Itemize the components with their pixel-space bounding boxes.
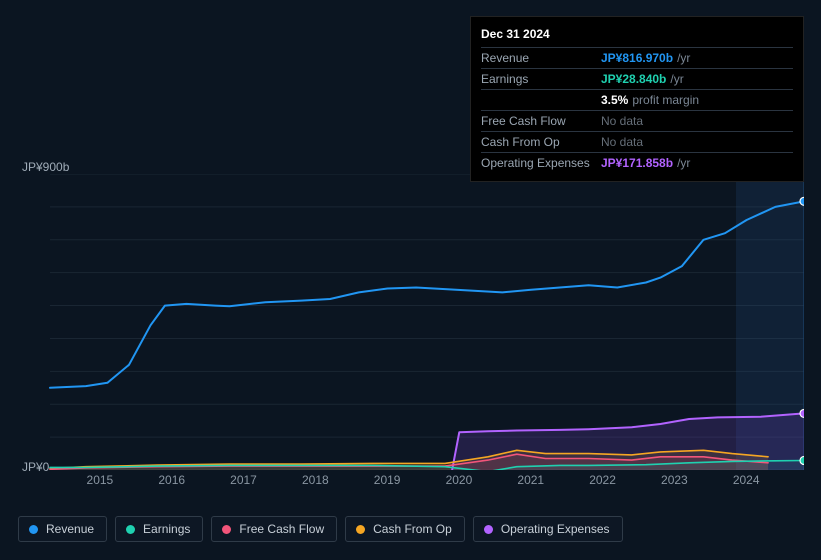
xaxis: 2015 2016 2017 2018 2019 2020 2021 2022 2023 2024 (50, 473, 806, 493)
legend-label: Cash From Op (373, 522, 452, 536)
legend-label: Free Cash Flow (239, 522, 324, 536)
xaxis-tick: 2015 (87, 473, 114, 487)
legend-swatch (356, 525, 365, 534)
tooltip-row-label (481, 90, 601, 111)
xaxis-tick: 2022 (589, 473, 616, 487)
tooltip-row-label: Cash From Op (481, 132, 601, 153)
legend-swatch (29, 525, 38, 534)
xaxis-tick: 2021 (517, 473, 544, 487)
tooltip-row-label: Operating Expenses (481, 153, 601, 174)
legend-item-opex[interactable]: Operating Expenses (473, 516, 623, 542)
legend-label: Revenue (46, 522, 94, 536)
yaxis-label-top: JP¥900b (22, 160, 69, 174)
tooltip-row-label: Free Cash Flow (481, 111, 601, 132)
xaxis-tick: 2017 (230, 473, 257, 487)
chart-tooltip: Dec 31 2024 RevenueJP¥816.970b/yrEarning… (470, 16, 804, 182)
xaxis-tick: 2020 (446, 473, 473, 487)
tooltip-row-value: JP¥28.840b/yr (601, 69, 793, 90)
tooltip-row-label: Earnings (481, 69, 601, 90)
legend-label: Operating Expenses (501, 522, 610, 536)
tooltip-row-label: Revenue (481, 48, 601, 69)
legend-item-earnings[interactable]: Earnings (115, 516, 203, 542)
xaxis-tick: 2023 (661, 473, 688, 487)
tooltip-row-value: No data (601, 132, 793, 153)
line-chart-svg (18, 174, 804, 470)
xaxis-tick: 2024 (733, 473, 760, 487)
tooltip-row-value: 3.5%profit margin (601, 90, 793, 111)
chart-legend: Revenue Earnings Free Cash Flow Cash From O… (18, 516, 623, 542)
legend-swatch (126, 525, 135, 534)
tooltip-row-value: JP¥171.858b/yr (601, 153, 793, 174)
legend-item-fcf[interactable]: Free Cash Flow (211, 516, 337, 542)
legend-swatch (484, 525, 493, 534)
legend-label: Earnings (143, 522, 190, 536)
tooltip-row-value: JP¥816.970b/yr (601, 48, 793, 69)
legend-item-cashop[interactable]: Cash From Op (345, 516, 465, 542)
xaxis-tick: 2018 (302, 473, 329, 487)
legend-item-revenue[interactable]: Revenue (18, 516, 107, 542)
tooltip-table: RevenueJP¥816.970b/yrEarningsJP¥28.840b/… (481, 48, 793, 173)
xaxis-tick: 2016 (158, 473, 185, 487)
tooltip-date: Dec 31 2024 (481, 23, 793, 48)
legend-swatch (222, 525, 231, 534)
chart-plot-area (18, 174, 804, 470)
xaxis-tick: 2019 (374, 473, 401, 487)
tooltip-row-value: No data (601, 111, 793, 132)
